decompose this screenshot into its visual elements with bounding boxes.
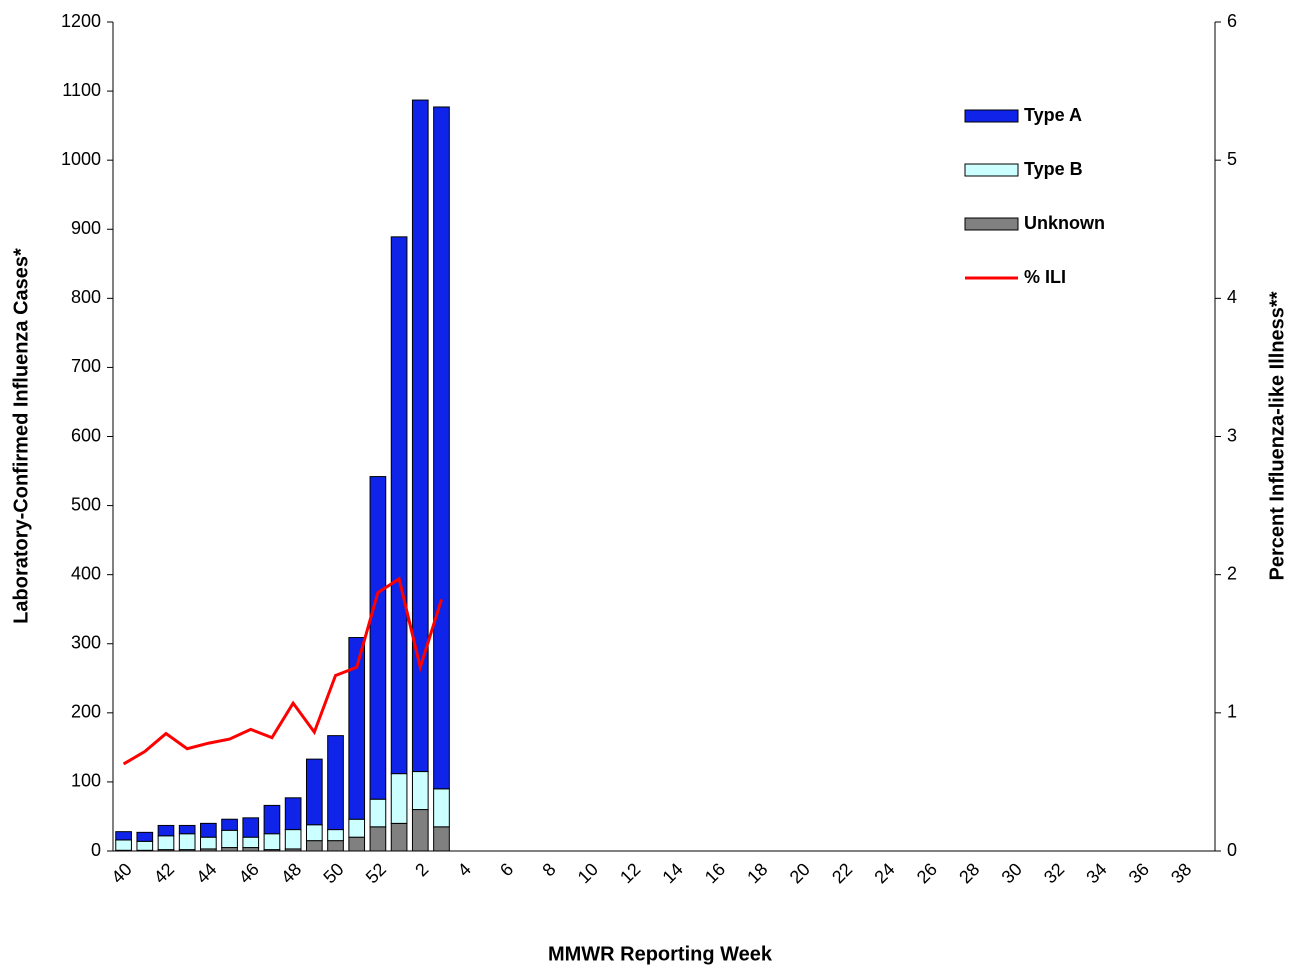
bar-segment [327,829,344,842]
x-tick-label: 18 [743,859,771,887]
bar-segment [242,847,260,852]
ili-line [122,576,443,766]
bar-segment [327,840,344,852]
y-axis-title: Laboratory-Confirmed Influenza Cases* [10,248,32,624]
x-tick-label: 24 [870,859,898,887]
bar-segment [348,836,366,852]
bar-segment [136,831,154,842]
y2-tick-label: 6 [1227,11,1237,31]
x-tick-label: 4 [454,859,475,880]
y2-tick-label: 3 [1227,425,1237,445]
x-tick-label: 10 [574,859,602,887]
x-tick-label: 20 [786,859,814,887]
legend-label: % ILI [1024,267,1066,287]
x-tick-label: 32 [1040,859,1068,887]
bar-segment [200,822,217,838]
x-tick-label: 30 [998,859,1026,887]
x-tick-label: 26 [913,859,941,887]
x-tick-label: 36 [1125,859,1153,887]
x-tick-label: 28 [955,859,983,887]
y-tick-label: 100 [71,771,101,791]
bar-segment [284,829,302,850]
bar-segment [178,824,196,835]
bar-segment [221,818,238,831]
bar-segment [305,840,323,852]
y-tick-label: 900 [71,218,101,238]
bar-segment [411,99,429,773]
x-tick-label: 34 [1082,859,1110,887]
x-tick-label: 16 [701,859,729,887]
x-tick-label: 44 [192,859,220,887]
bar-segment [433,788,450,828]
bar-segment [433,106,450,790]
bar-segment [369,798,387,828]
bar-segment [390,822,408,852]
x-tick-label: 46 [235,859,263,887]
y-tick-label: 600 [71,425,101,445]
bar-segment [115,839,132,851]
bar-segment [115,831,132,841]
x-tick-label: 6 [496,859,517,880]
bar-segment [200,836,217,850]
bar-segment [305,758,323,826]
y-tick-label: 400 [71,563,101,583]
y-tick-label: 300 [71,633,101,653]
bar-segment [327,735,344,831]
y-tick-label: 1200 [61,11,101,31]
bar-segment [369,476,387,800]
x-tick-label: 52 [362,859,390,887]
y-tick-label: 500 [71,494,101,514]
bar-segment [348,818,366,838]
bar-segment [242,817,260,838]
bar-segment [305,824,323,842]
legend-swatch [964,109,1019,123]
bar-segment [221,829,238,849]
bar-segment [433,826,450,852]
y-tick-label: 700 [71,356,101,376]
y2-tick-label: 4 [1227,287,1237,307]
x-tick-label: 50 [319,859,347,887]
y2-tick-label: 1 [1227,702,1237,722]
y-tick-label: 200 [71,702,101,722]
bar-segment [263,804,281,835]
bar-segment [221,847,238,852]
x-tick-label: 48 [277,859,305,887]
bar-segment [242,836,260,849]
y-tick-label: 1000 [61,149,101,169]
bar-segment [411,771,429,811]
bar-segment [136,840,154,851]
x-tick-label: 12 [616,859,644,887]
bar-segment [411,809,429,852]
bar-segment [284,797,302,831]
y2-tick-label: 2 [1227,563,1237,583]
y2-tick-label: 0 [1227,840,1237,860]
x-tick-label: 2 [411,859,432,880]
legend-swatch [964,217,1019,231]
y-tick-label: 1100 [62,80,101,100]
y-tick-label: 0 [91,840,101,860]
bar-segment [157,824,175,837]
y-tick-label: 800 [71,287,101,307]
legend-label: Type A [1024,105,1082,125]
legend-label: Type B [1024,159,1083,179]
x-axis-title: MMWR Reporting Week [548,943,773,965]
x-tick-label: 22 [828,859,856,887]
y2-axis-title: Percent Influenza-like Illness** [1266,291,1288,580]
bar-segment [390,773,408,824]
bar-segment [263,833,281,851]
legend-label: Unknown [1024,213,1105,233]
x-tick-label: 14 [658,859,686,887]
bar-segment [390,236,408,775]
legend-swatch [964,163,1019,177]
bar-segment [369,826,387,852]
bar-segment [178,833,196,851]
x-tick-label: 38 [1167,859,1195,887]
x-tick-label: 42 [150,859,178,887]
x-tick-label: 8 [538,859,559,880]
bar-segment [348,637,366,820]
y2-tick-label: 5 [1227,149,1237,169]
x-tick-label: 40 [107,859,135,887]
bar-segment [157,835,175,851]
